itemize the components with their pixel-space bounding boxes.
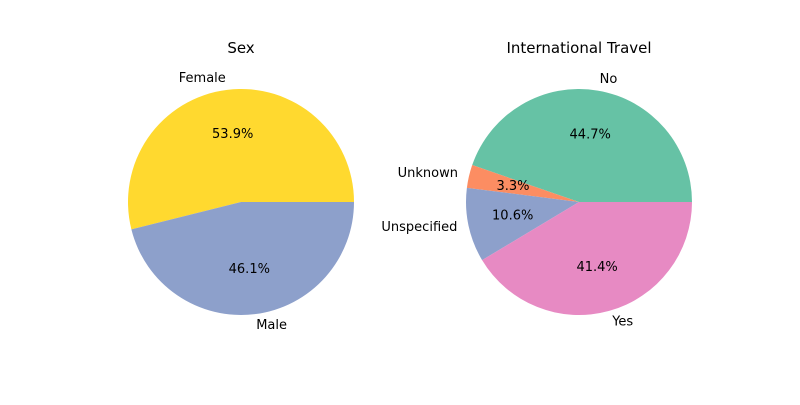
pie-chart-sex: Sex Female 53.9% Male 46.1% (127, 39, 354, 333)
pie-slices-sex (127, 88, 354, 315)
pie-pct-unspecified: 10.6% (492, 209, 533, 224)
pie-chart-international-travel: International Travel No 44.7% Unknown 3.3% U… (381, 39, 692, 329)
pie-label-yes: Yes (611, 314, 633, 329)
pie-pct-female: 53.9% (212, 127, 253, 142)
pie-pct-yes: 41.4% (576, 260, 617, 275)
pie-slice-unspecified (465, 187, 579, 261)
pie-label-female: Female (179, 71, 226, 86)
pie-slice-female (127, 88, 354, 230)
pie-label-unknown: Unknown (398, 166, 458, 181)
pie-slice-yes (482, 202, 692, 315)
pie-pct-no: 44.7% (570, 128, 611, 143)
pie-label-male: Male (256, 318, 287, 333)
pie-labels-sex: Female 53.9% Male 46.1% (179, 71, 287, 333)
pie-label-no: No (600, 72, 618, 87)
pie-title-sex: Sex (227, 39, 254, 57)
pie-slices-international-travel (465, 89, 692, 315)
pie-label-unspecified: Unspecified (381, 220, 457, 235)
pie-pct-unknown: 3.3% (496, 179, 529, 194)
pie-slice-no (472, 89, 692, 202)
pie-pct-male: 46.1% (229, 262, 270, 277)
pie-title-international-travel: International Travel (506, 39, 651, 57)
pie-slice-unknown (466, 165, 579, 202)
pie-slice-male (131, 202, 354, 315)
pie-labels-international-travel: No 44.7% Unknown 3.3% Unspecified 10.6% Yes 41.… (381, 72, 633, 329)
